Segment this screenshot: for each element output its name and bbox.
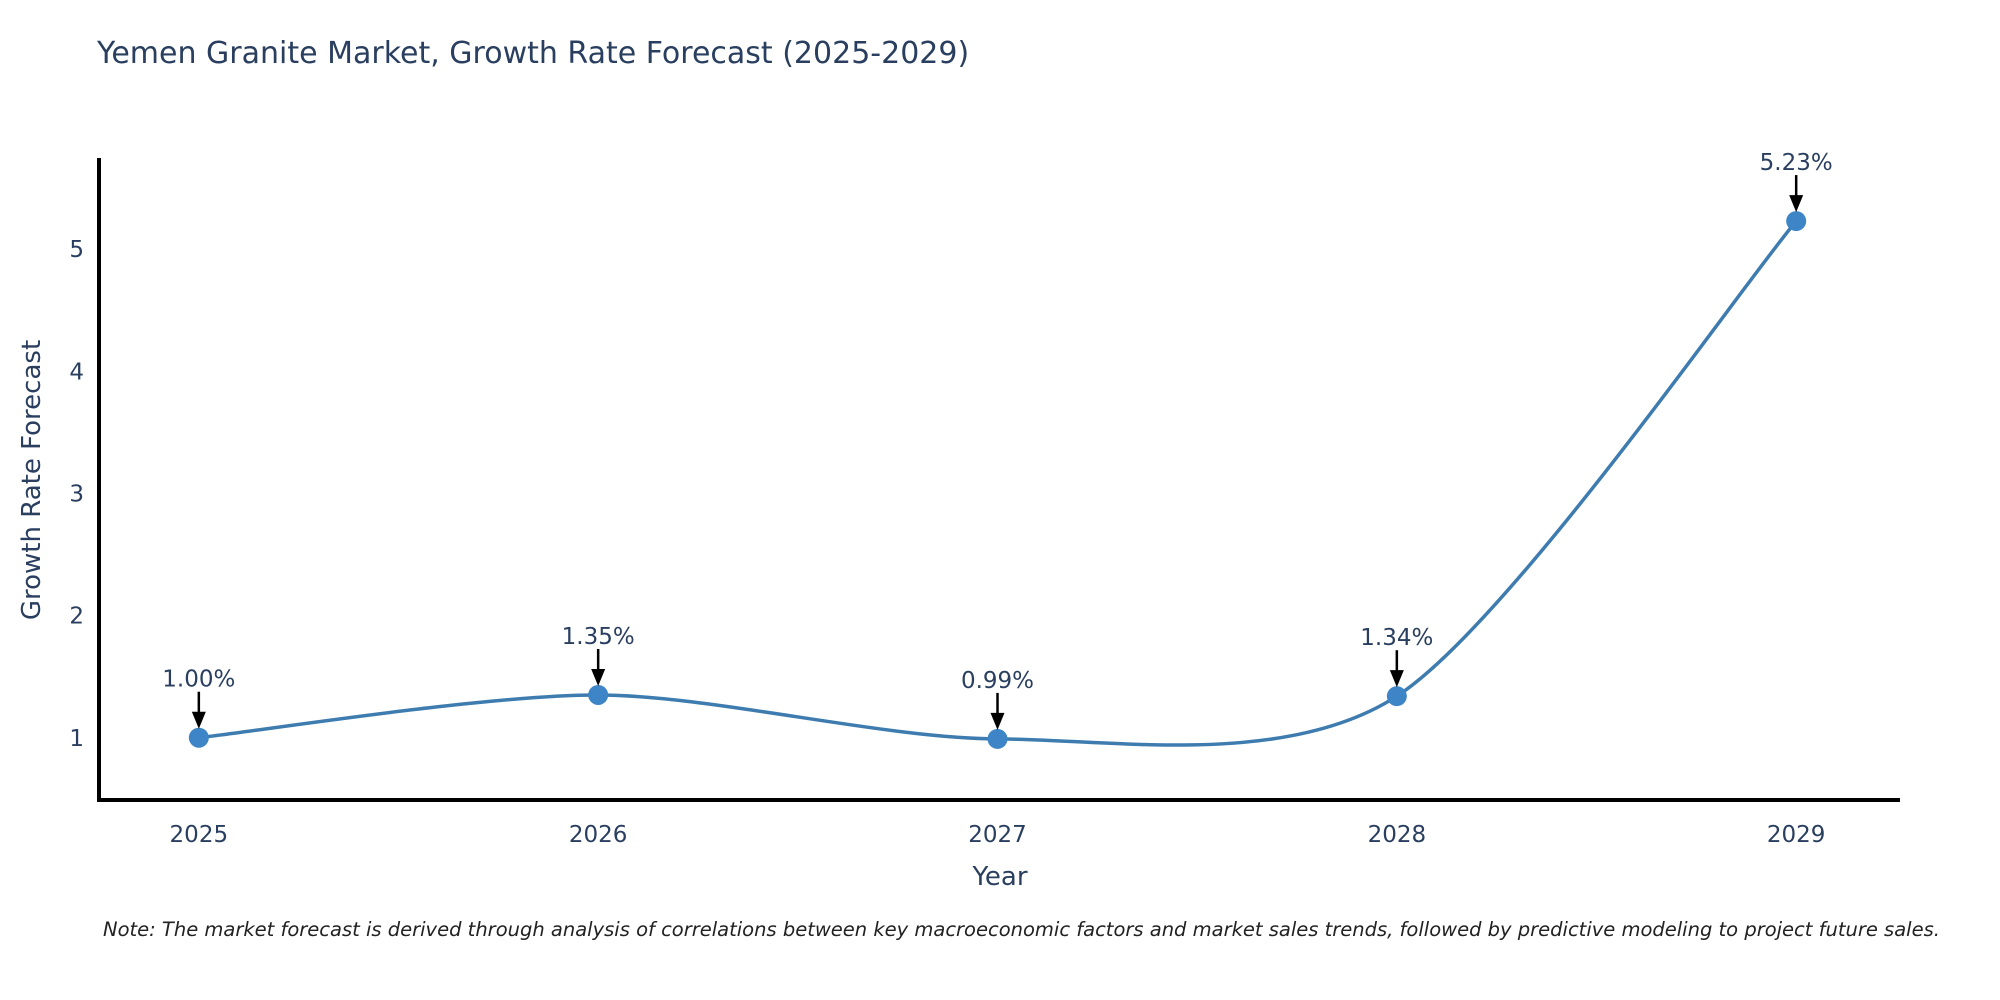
y-tick-label-1: 1 [69, 726, 84, 752]
y-axis-title: Growth Rate Forecast [17, 339, 47, 621]
chart-title: Yemen Granite Market, Growth Rate Foreca… [97, 36, 970, 71]
x-axis-title: Year [972, 862, 1028, 892]
point-label-2025: 1.00% [162, 667, 235, 693]
annotation-arrowhead-icon [1389, 670, 1404, 688]
x-tick-label-2026: 2026 [569, 822, 628, 848]
annotation-arrowhead-icon [1789, 195, 1804, 213]
point-label-2029: 5.23% [1760, 150, 1833, 176]
annotation-arrowhead-icon [990, 712, 1005, 730]
data-point-2026 [588, 684, 609, 705]
data-point-2029 [1786, 211, 1807, 232]
point-label-2026: 1.35% [562, 624, 635, 650]
x-tick-label-2028: 2028 [1368, 822, 1427, 848]
annotation-arrowhead-icon [591, 668, 606, 686]
y-tick-label-5: 5 [69, 237, 84, 263]
data-point-2025 [188, 727, 209, 748]
y-tick-label-4: 4 [69, 359, 84, 385]
y-tick-label-3: 3 [69, 481, 84, 507]
data-point-2028 [1386, 686, 1407, 707]
annotation-arrowhead-icon [191, 711, 206, 729]
y-tick-label-2: 2 [69, 604, 84, 630]
x-tick-label-2027: 2027 [968, 822, 1027, 848]
footnote: Note: The market forecast is derived thr… [103, 918, 1940, 941]
data-point-2027 [987, 728, 1008, 749]
forecast-line [197, 219, 1798, 747]
x-tick-label-2029: 2029 [1767, 822, 1826, 848]
x-tick-label-2025: 2025 [170, 822, 229, 848]
point-label-2027: 0.99% [961, 668, 1034, 694]
point-label-2028: 1.34% [1360, 625, 1433, 651]
